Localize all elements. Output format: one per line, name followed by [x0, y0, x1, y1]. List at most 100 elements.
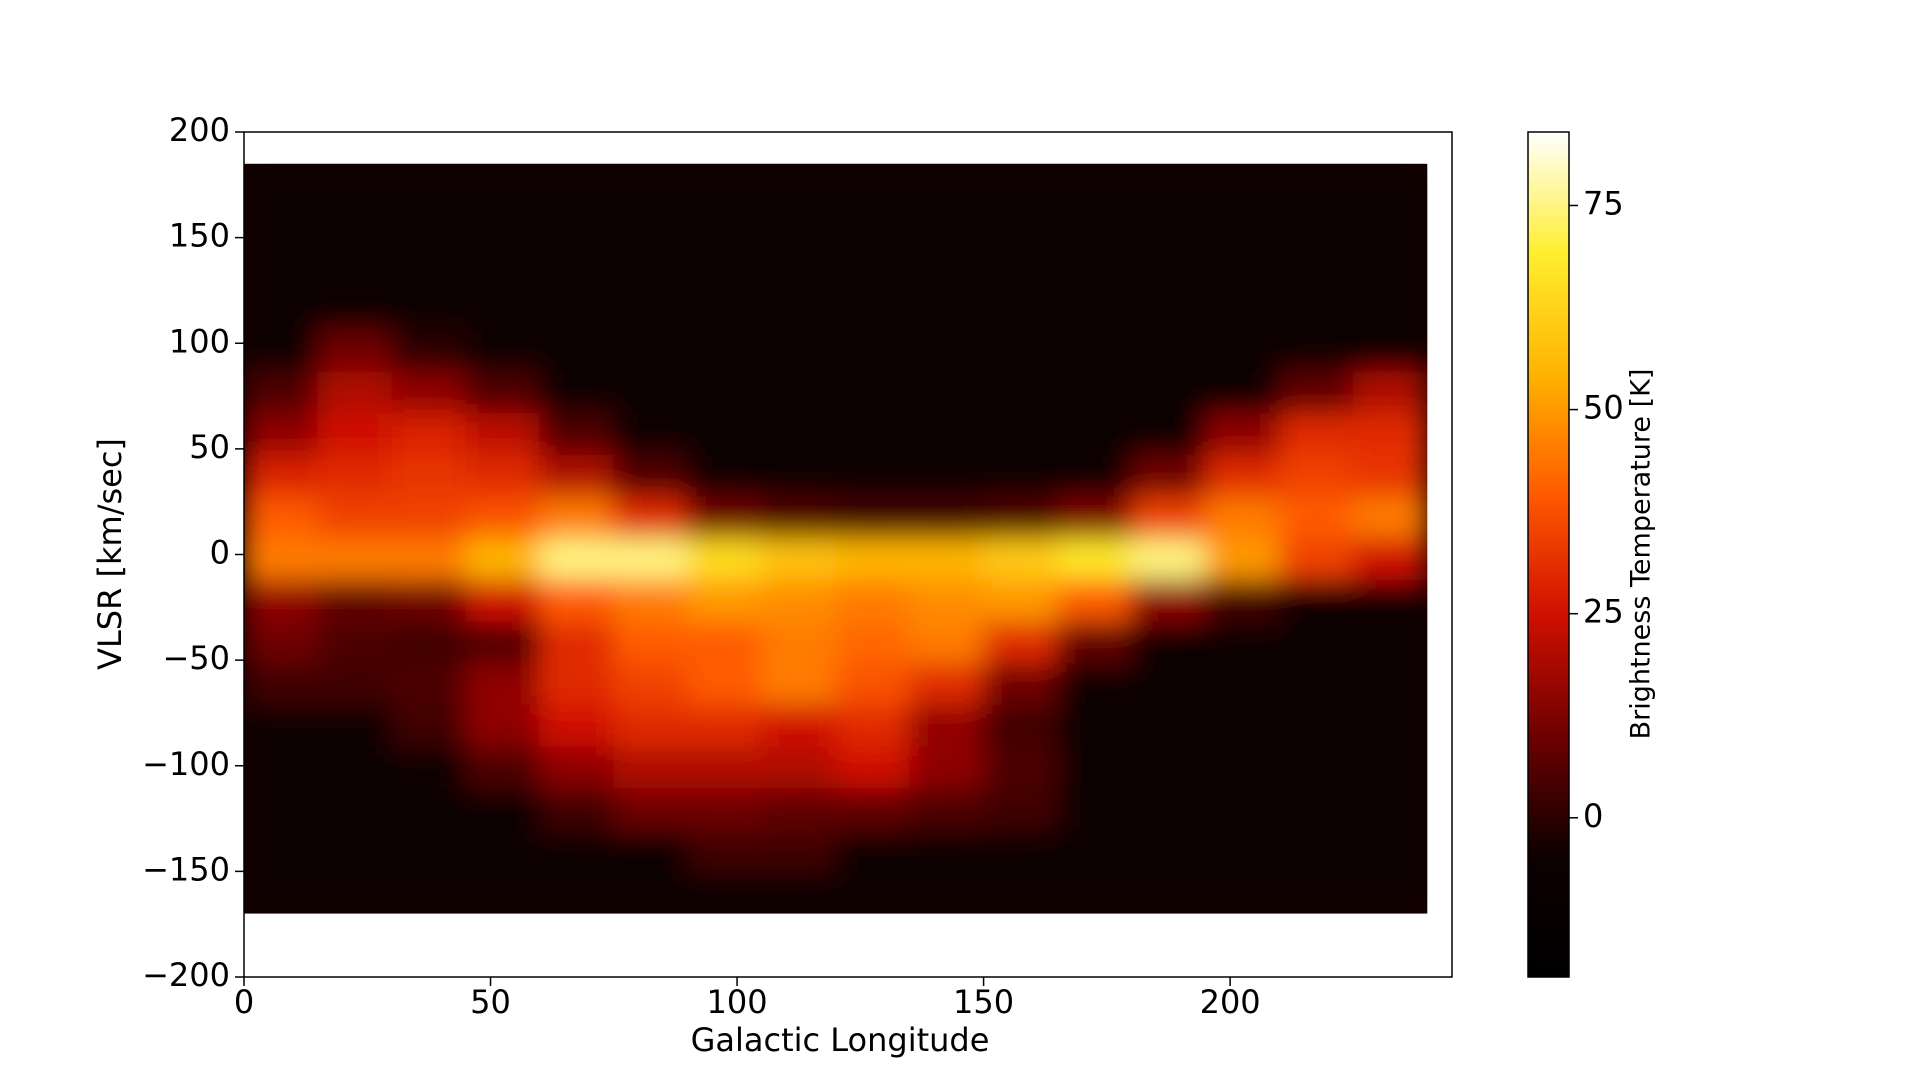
- y-tick-label: 200: [169, 111, 230, 149]
- heatmap-cell: [1057, 871, 1133, 914]
- heatmap-cell: [539, 829, 615, 873]
- heatmap-cell: [909, 246, 985, 290]
- heatmap-cell: [1057, 246, 1133, 290]
- heatmap-cell: [1278, 704, 1354, 748]
- heatmap-cell: [391, 163, 467, 206]
- heatmap-cell: [317, 496, 393, 540]
- y-tick-label: −150: [142, 850, 230, 888]
- heatmap-cell: [613, 329, 689, 373]
- heatmap-cell: [465, 829, 541, 873]
- heatmap-cell: [244, 163, 319, 206]
- heatmap-cell: [835, 288, 911, 331]
- heatmap-cell: [391, 579, 467, 623]
- heatmap-cell: [1204, 163, 1280, 206]
- heatmap-cell: [391, 246, 467, 290]
- heatmap-cell: [761, 663, 837, 706]
- heatmap-cell: [1278, 454, 1354, 498]
- heatmap-cell: [983, 788, 1059, 831]
- heatmap-cell: [761, 246, 837, 290]
- heatmap-cell: [539, 454, 615, 498]
- heatmap-cell: [909, 579, 985, 623]
- heatmap-cell: [761, 538, 837, 581]
- heatmap-cell: [1352, 246, 1428, 290]
- heatmap-cell: [835, 413, 911, 456]
- heatmap-cell: [761, 829, 837, 873]
- heatmap-cell: [391, 329, 467, 373]
- heatmap-cell: [835, 246, 911, 290]
- heatmap-cell: [613, 788, 689, 831]
- heatmap-cell: [465, 663, 541, 706]
- heatmap-cell: [465, 538, 541, 581]
- heatmap-cell: [1352, 454, 1428, 498]
- heatmap-cell: [1131, 496, 1206, 540]
- heatmap-cell: [687, 204, 763, 248]
- heatmap-cell: [761, 204, 837, 248]
- heatmap-cell: [1278, 829, 1354, 873]
- heatmap-cell: [1131, 621, 1206, 665]
- heatmap-cell: [983, 871, 1059, 914]
- y-tick-label: 0: [210, 534, 230, 572]
- heatmap-cell: [1204, 746, 1280, 790]
- heatmap-cell: [1352, 288, 1428, 331]
- heatmap-cell: [909, 371, 985, 415]
- heatmap-cell: [391, 538, 467, 581]
- heatmap-cell: [1204, 371, 1280, 415]
- heatmap-cell: [465, 454, 541, 498]
- heatmap-cell: [1278, 329, 1354, 373]
- heatmap-cell: [687, 246, 763, 290]
- heatmap-cell: [244, 746, 319, 790]
- heatmap-cell: [1131, 204, 1206, 248]
- heatmap-cell: [613, 829, 689, 873]
- heatmap-cell: [391, 204, 467, 248]
- x-tick-label: 200: [1200, 983, 1261, 1021]
- heatmap-cell: [539, 663, 615, 706]
- heatmap-cell: [1204, 246, 1280, 290]
- heatmap-cell: [317, 454, 393, 498]
- heatmap-cell: [835, 663, 911, 706]
- heatmap-cell: [613, 579, 689, 623]
- x-tick-label: 0: [234, 983, 254, 1021]
- heatmap-cell: [687, 496, 763, 540]
- heatmap-cell: [539, 746, 615, 790]
- heatmap-cell: [761, 496, 837, 540]
- heatmap-cell: [909, 538, 985, 581]
- heatmap-cell: [613, 163, 689, 206]
- heatmap-cell: [539, 329, 615, 373]
- heatmap-cell: [1278, 538, 1354, 581]
- heatmap-cell: [1204, 579, 1280, 623]
- heatmap-cell: [983, 538, 1059, 581]
- heatmap-cell: [317, 746, 393, 790]
- colorbar-tick-label: 50: [1583, 389, 1624, 427]
- heatmap-cell: [1057, 746, 1133, 790]
- heatmap-cell: [1057, 371, 1133, 415]
- heatmap-cell: [687, 288, 763, 331]
- heatmap-cell: [687, 371, 763, 415]
- heatmap-cell: [687, 163, 763, 206]
- heatmap-cell: [1278, 413, 1354, 456]
- heatmap-cell: [539, 579, 615, 623]
- heatmap-cell: [244, 204, 319, 248]
- heatmap-cell: [1278, 246, 1354, 290]
- heatmap-cell: [539, 871, 615, 914]
- heatmap-cell: [465, 288, 541, 331]
- heatmap-cell: [1131, 413, 1206, 456]
- heatmap-cell: [1204, 288, 1280, 331]
- heatmap-cell: [687, 829, 763, 873]
- heatmap-cell: [1352, 163, 1428, 206]
- heatmap-cell: [983, 288, 1059, 331]
- heatmap-cell: [391, 871, 467, 914]
- heatmap-cell: [391, 746, 467, 790]
- heatmap-cell: [1278, 288, 1354, 331]
- heatmap-cell: [613, 288, 689, 331]
- heatmap-cell: [761, 163, 837, 206]
- heatmap-cell: [539, 413, 615, 456]
- heatmap-cell: [539, 204, 615, 248]
- heatmap-cell: [613, 371, 689, 415]
- heatmap-cell: [687, 329, 763, 373]
- heatmap-cell: [613, 704, 689, 748]
- heatmap-cell: [687, 663, 763, 706]
- heatmap-cell: [761, 621, 837, 665]
- heatmap-cell: [465, 579, 541, 623]
- heatmap-cell: [613, 413, 689, 456]
